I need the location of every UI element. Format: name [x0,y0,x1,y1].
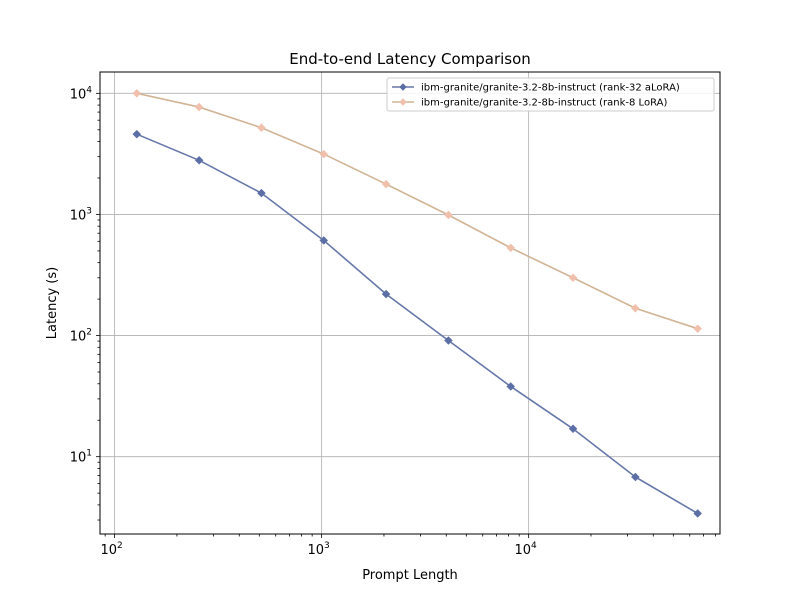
series-1-point [506,382,516,391]
legend-entry-label: ibm-granite/granite-3.2-8b-instruct (ran… [421,83,680,94]
x-tick-label: 104 [515,541,538,558]
plot-frame [99,71,721,535]
x-tick-label: 102 [100,541,122,558]
series-layer [132,88,703,518]
series-1-point [568,424,578,434]
series-2-point [319,149,329,159]
series-2-point [132,88,142,98]
legend-box [386,77,715,112]
y-tick-label: 102 [70,328,92,345]
series-2-point [506,243,516,253]
y-tick-label: 101 [70,449,92,466]
series-1-point [132,129,142,139]
series-2-point [194,102,204,112]
y-axis-ticks: 101 102 103 104 [70,85,100,521]
y-tick-label: 103 [70,206,92,223]
series-1-point [194,155,204,165]
series-1 [132,129,703,518]
series-2-line [136,92,698,330]
series-1-point [444,336,453,345]
series-1-point [257,188,266,198]
legend-swatch-marker [399,98,407,106]
series-1-point [381,289,391,299]
series-1-point [631,472,640,482]
series-2-point [631,303,640,313]
series-2 [132,88,703,334]
x-axis-ticks: 102 103 104 [100,534,717,558]
y-axis-label: Latency (s) [45,267,60,339]
series-2-point [381,179,391,189]
y-tick-label: 104 [70,85,93,102]
series-1-line [136,133,699,515]
series-2-point [568,273,578,283]
legend: ibm-granite/granite-3.2-8b-instruct (ran… [386,77,715,112]
x-axis-label: Prompt Length [362,568,458,583]
series-2-point [693,324,703,334]
series-2-point [257,123,266,133]
legend-entry-label: ibm-granite/granite-3.2-8b-instruct (ran… [421,98,667,109]
legend-swatch-marker [399,83,407,91]
series-2-point [444,210,453,220]
series-1-point [693,509,703,518]
series-1-point [319,236,329,245]
chart-title: End-to-end Latency Comparison [289,50,531,68]
x-tick-label: 103 [307,541,329,558]
